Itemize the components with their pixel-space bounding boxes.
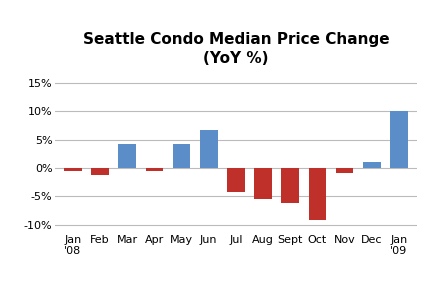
Title: Seattle Condo Median Price Change
(YoY %): Seattle Condo Median Price Change (YoY %…: [82, 32, 389, 66]
Bar: [254, 168, 272, 199]
Bar: [173, 144, 190, 168]
Bar: [91, 168, 109, 175]
Bar: [200, 130, 218, 168]
Bar: [309, 168, 326, 220]
Bar: [281, 168, 299, 203]
Bar: [145, 168, 163, 171]
Bar: [336, 168, 353, 173]
Bar: [227, 168, 245, 193]
Bar: [390, 112, 408, 168]
Bar: [119, 144, 136, 168]
Bar: [363, 162, 380, 168]
Bar: [64, 168, 82, 171]
